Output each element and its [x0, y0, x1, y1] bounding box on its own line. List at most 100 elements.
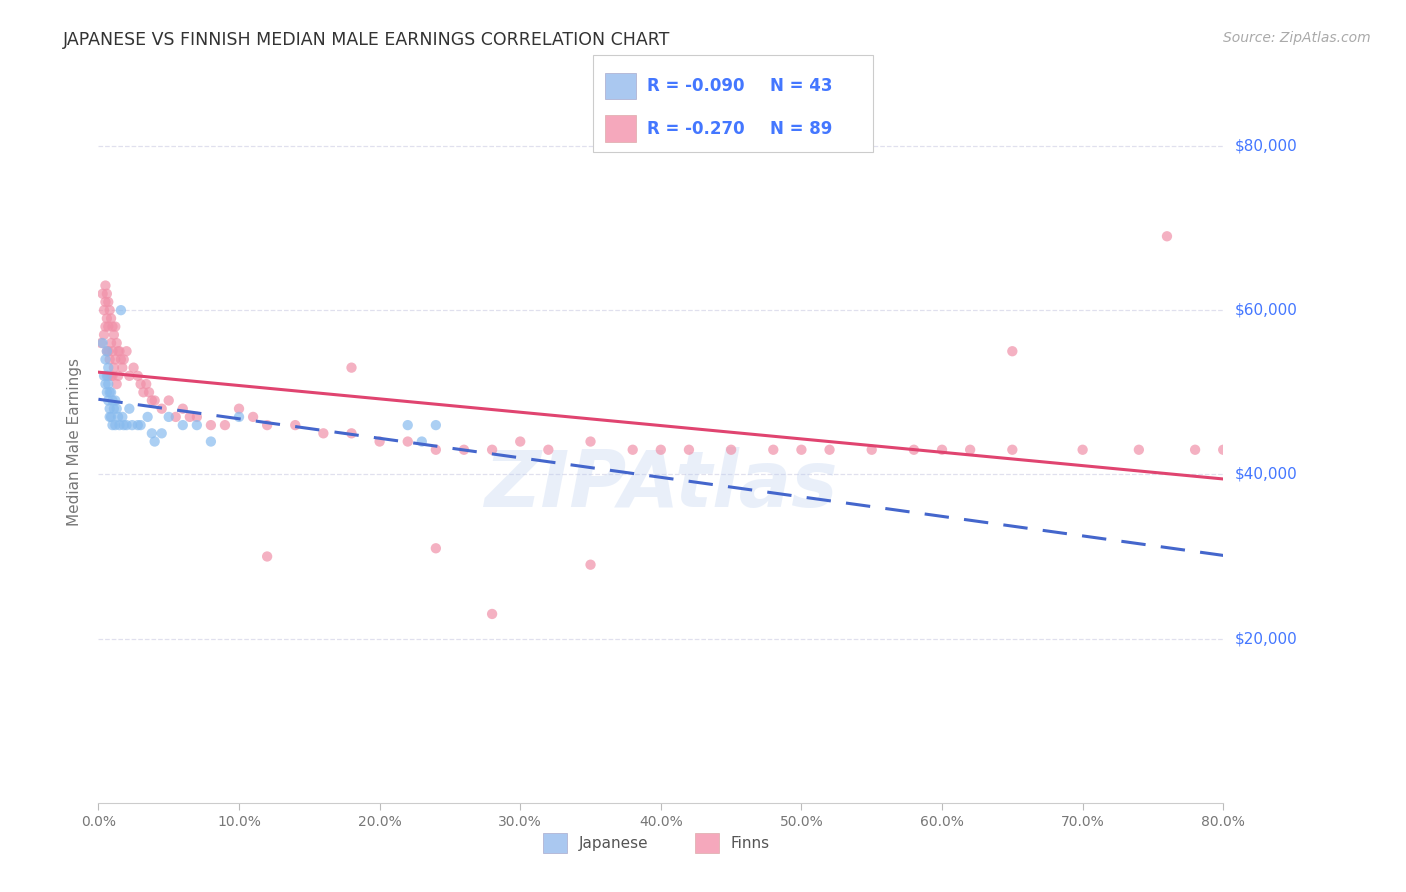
Point	[97, 319, 120, 334]
Point	[678, 442, 700, 457]
Point	[129, 377, 152, 392]
Point	[141, 393, 163, 408]
Point	[104, 352, 127, 367]
Point	[165, 409, 187, 424]
Point	[228, 409, 250, 424]
Point	[481, 607, 503, 621]
Point	[860, 442, 883, 457]
Point	[98, 352, 121, 367]
Point	[96, 311, 118, 326]
Point	[903, 442, 925, 457]
Point	[425, 442, 447, 457]
Point	[136, 409, 159, 424]
Point	[425, 541, 447, 556]
Point	[97, 360, 120, 375]
Point	[537, 442, 560, 457]
Point	[118, 401, 141, 416]
Point	[101, 418, 124, 433]
Point	[1212, 442, 1234, 457]
Point	[104, 418, 127, 433]
Point	[129, 418, 152, 433]
Point	[90, 336, 112, 351]
Text: R = -0.090: R = -0.090	[647, 77, 744, 95]
Point	[96, 344, 118, 359]
Point	[98, 409, 121, 424]
Point	[105, 401, 128, 416]
Point	[94, 352, 117, 367]
Point	[118, 368, 141, 383]
Point	[98, 385, 121, 400]
Point	[101, 393, 124, 408]
Point	[107, 368, 129, 383]
Point	[96, 344, 118, 359]
Point	[93, 368, 115, 383]
Point	[138, 385, 160, 400]
Point	[150, 426, 173, 441]
Point	[104, 319, 127, 334]
Point	[94, 278, 117, 293]
Point	[481, 442, 503, 457]
Point	[111, 360, 134, 375]
Point	[98, 303, 121, 318]
Point	[143, 393, 166, 408]
Point	[122, 360, 145, 375]
Point	[105, 336, 128, 351]
Point	[97, 377, 120, 392]
Point	[228, 401, 250, 416]
Point	[112, 418, 135, 433]
Point	[115, 344, 138, 359]
Point	[411, 434, 433, 449]
Point	[97, 295, 120, 310]
Point	[1001, 344, 1024, 359]
Point	[110, 303, 132, 318]
Point	[97, 368, 120, 383]
Text: $40,000: $40,000	[1234, 467, 1298, 482]
Point	[98, 401, 121, 416]
Text: N = 43: N = 43	[770, 77, 832, 95]
Point	[141, 426, 163, 441]
Point	[186, 409, 208, 424]
Text: $20,000: $20,000	[1234, 632, 1298, 646]
Point	[396, 418, 419, 433]
Text: $60,000: $60,000	[1234, 302, 1298, 318]
Point	[94, 295, 117, 310]
Y-axis label: Median Male Earnings: Median Male Earnings	[67, 358, 83, 525]
Point	[579, 434, 602, 449]
Text: Finns: Finns	[731, 836, 769, 851]
Point	[368, 434, 391, 449]
Point	[959, 442, 981, 457]
Point	[1128, 442, 1150, 457]
Text: Source: ZipAtlas.com: Source: ZipAtlas.com	[1223, 31, 1371, 45]
Point	[172, 418, 194, 433]
Point	[312, 426, 335, 441]
Point	[104, 393, 127, 408]
Text: ZIPAtlas: ZIPAtlas	[484, 447, 838, 523]
Point	[121, 418, 143, 433]
Point	[790, 442, 813, 457]
Point	[96, 286, 118, 301]
Point	[1001, 442, 1024, 457]
Point	[100, 311, 122, 326]
Text: $80,000: $80,000	[1234, 138, 1298, 153]
Point	[91, 336, 114, 351]
Point	[107, 344, 129, 359]
Point	[256, 418, 278, 433]
Point	[115, 418, 138, 433]
Point	[111, 409, 134, 424]
Point	[94, 377, 117, 392]
Point	[172, 401, 194, 416]
Point	[107, 409, 129, 424]
Point	[650, 442, 672, 457]
Text: N = 89: N = 89	[770, 120, 832, 137]
Point	[284, 418, 307, 433]
Point	[157, 409, 180, 424]
Point	[96, 385, 118, 400]
Point	[818, 442, 841, 457]
Point	[931, 442, 953, 457]
Point	[200, 434, 222, 449]
Point	[200, 418, 222, 433]
Point	[150, 401, 173, 416]
Point	[100, 368, 122, 383]
Point	[256, 549, 278, 564]
Point	[579, 558, 602, 572]
